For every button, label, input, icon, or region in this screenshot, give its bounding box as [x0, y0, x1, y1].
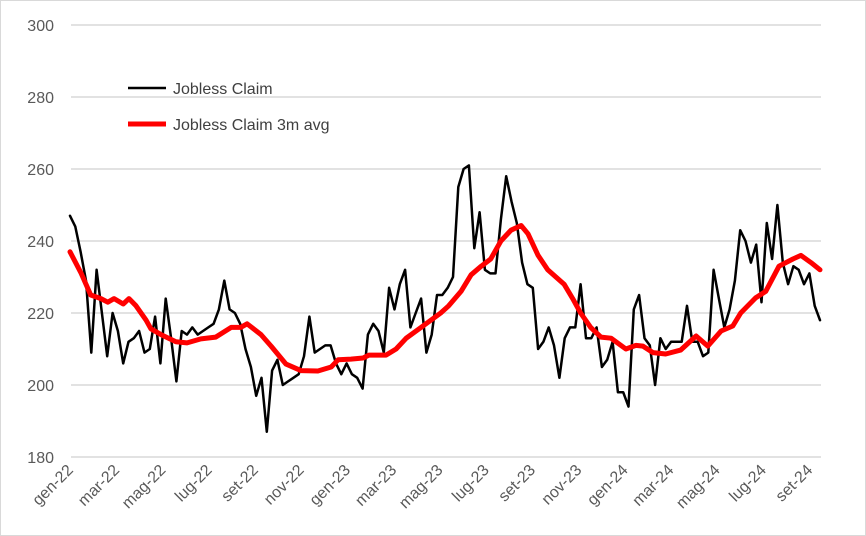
legend: Jobless Claim Jobless Claim 3m avg	[128, 81, 330, 134]
x-tick-label: gen-23	[307, 462, 354, 509]
y-tick-label: 280	[27, 90, 54, 107]
x-tick-label: nov-22	[261, 462, 308, 509]
x-tick-label: mag-23	[396, 462, 446, 512]
y-tick-label: 180	[27, 450, 54, 467]
x-tick-label: lug-23	[449, 462, 493, 506]
x-tick-label: mar-23	[352, 462, 400, 510]
y-tick-label: 220	[27, 306, 54, 323]
x-tick-label: set-23	[496, 462, 540, 506]
legend-label-jobless-claim-3m-avg: Jobless Claim 3m avg	[173, 117, 330, 134]
series-line-jobless-claim-3m-avg	[67, 223, 823, 374]
x-tick-label: mar-22	[75, 462, 123, 510]
x-tick-label: mag-24	[673, 462, 723, 512]
gridlines	[71, 24, 821, 458]
y-axis-ticks: 180 200 220 240 260 280 300	[27, 18, 54, 467]
y-tick-label: 260	[27, 162, 54, 179]
series-lines	[67, 164, 823, 434]
y-tick-label: 200	[27, 378, 54, 395]
x-tick-label: lug-24	[726, 462, 770, 506]
x-tick-label: set-24	[773, 462, 817, 506]
x-tick-label: nov-23	[539, 462, 586, 509]
series-line-jobless-claim	[68, 164, 822, 434]
x-tick-label: mag-22	[119, 462, 169, 512]
y-tick-label: 300	[27, 18, 54, 35]
x-tick-label: gen-24	[584, 462, 631, 509]
x-tick-label: gen-22	[30, 462, 77, 509]
x-tick-label: lug-22	[172, 462, 216, 506]
x-tick-label: mar-24	[629, 462, 677, 510]
y-tick-label: 240	[27, 234, 54, 251]
x-tick-label: set-22	[218, 462, 262, 506]
legend-label-jobless-claim: Jobless Claim	[173, 81, 273, 98]
